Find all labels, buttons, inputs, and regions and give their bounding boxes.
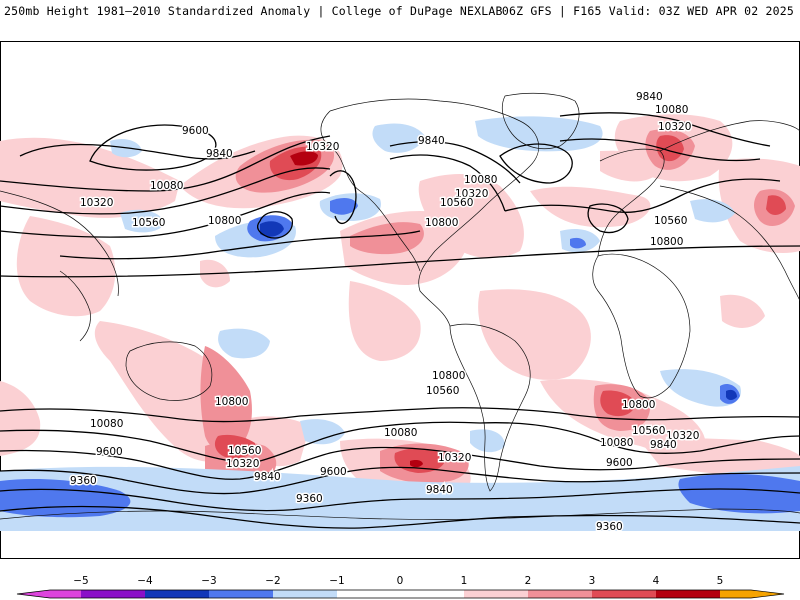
contour-label: 10080 [655,104,688,116]
colorbar-arrow-left [17,590,50,598]
contour-label: 10800 [650,236,683,248]
contour-label: 9840 [254,471,281,483]
contour-label: 10080 [600,437,633,449]
contour-label: 9600 [96,446,123,458]
contour-label: 10080 [384,427,417,439]
contour-label: 10800 [432,370,465,382]
colorbar-swatch [720,590,751,598]
anomaly-map: 9840 10080 10320 9600 9840 10320 9840 10… [0,41,800,559]
colorbar-tick: 4 [653,575,660,587]
colorbar-swatch [528,590,592,598]
contour-label: 10320 [306,141,339,153]
contour-label: 9840 [426,484,453,496]
contour-label: 10320 [658,121,691,133]
contour-label: 10320 [666,430,699,442]
colorbar-swatch [656,590,720,598]
contour-label: 10320 [438,452,471,464]
contour-label: 10320 [80,197,113,209]
contour-label: 9840 [650,439,677,451]
contour-label: 10560 [440,197,473,209]
colorbar-arrow-right [751,590,784,598]
contour-label: 10560 [228,445,261,457]
colorbar-tick: 0 [397,575,404,587]
colorbar-tick: 1 [461,575,468,587]
colorbar-tick: −1 [329,575,344,587]
colorbar-swatches [16,589,785,599]
contour-label: 9840 [206,148,233,160]
contour-label: 9600 [606,457,633,469]
colorbar-tick: −2 [265,575,280,587]
colorbar-tick: −4 [137,575,153,587]
colorbar-swatch [145,590,209,598]
negative-anomaly-3 [260,221,737,400]
colorbar-swatch [50,590,81,598]
colorbar-tick: −3 [201,575,216,587]
contour-label: 10560 [426,385,459,397]
contour-label: 9360 [596,521,623,533]
colorbar-swatch [81,590,145,598]
colorbar: −5 −4 −3 −2 −1 0 1 2 3 4 5 [16,575,785,599]
colorbar-swatch [592,590,656,598]
contour-label: 10800 [215,396,248,408]
contour-label: 10560 [654,215,687,227]
positive-anomaly-4 [290,151,423,468]
contour-label: 9600 [182,125,209,137]
contour-label: 10080 [464,174,497,186]
contour-label: 10800 [208,215,241,227]
contour-label: 9360 [296,493,323,505]
contour-label: 10800 [425,217,458,229]
colorbar-tick: 3 [589,575,596,587]
colorbar-swatch [337,590,464,598]
contour-label: 10560 [632,425,665,437]
colorbar-tick-labels: −5 −4 −3 −2 −1 0 1 2 3 4 5 [73,575,723,587]
contour-label: 10800 [622,399,655,411]
colorbar-swatch [209,590,273,598]
colorbar-tick: −5 [73,575,88,587]
anomaly-shading [0,114,800,531]
contour-label: 9840 [418,135,445,147]
map-title: 250mb Height 1981–2010 Standardized Anom… [4,4,503,18]
contour-label: 10320 [226,458,259,470]
contour-label: 10080 [150,180,183,192]
colorbar-swatch [464,590,528,598]
contour-label: 9600 [320,466,347,478]
model-run-info: 06Z GFS | F165 Valid: 03Z WED APR 02 202… [501,4,794,18]
contour-label: 10320 [455,188,488,200]
coastlines [0,92,800,520]
contour-label: 9360 [70,475,97,487]
contour-labels: 9840 10080 10320 9600 9840 10320 9840 10… [69,90,701,535]
colorbar-tick: 5 [717,575,724,587]
contour-label: 9840 [636,91,663,103]
colorbar-swatch [273,590,337,598]
colorbar-tick: 2 [525,575,532,587]
height-contours [0,112,800,529]
contour-label: 10560 [132,217,165,229]
contour-label: 10080 [90,418,123,430]
